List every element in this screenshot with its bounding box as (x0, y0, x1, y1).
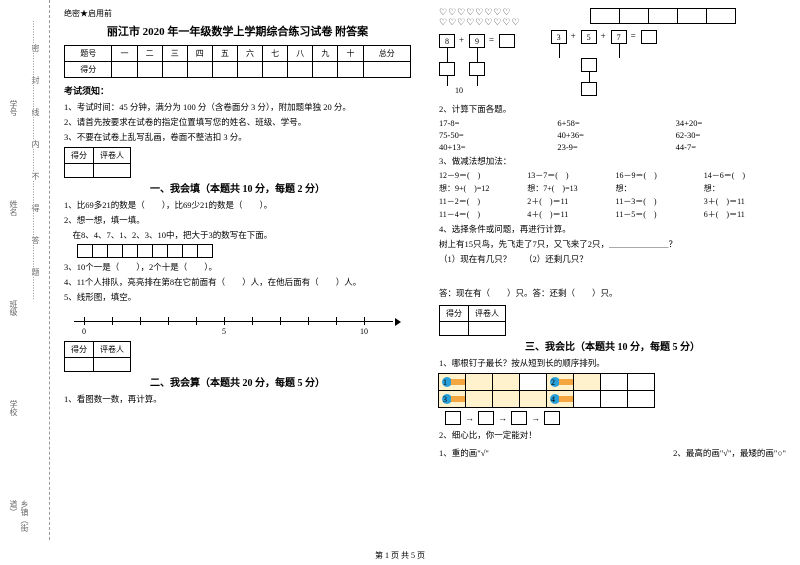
part2-title: 二、我会算（本题共 20 分，每题 5 分） (64, 374, 411, 389)
order-boxes: →→→ (445, 411, 560, 425)
q2-4: 4、选择条件或问题，再进行计算。 (439, 223, 786, 235)
calc-grid-3a: 12－9＝( )13－7＝( )16－9＝( )14－6＝( ) (439, 170, 786, 181)
field-id: 学号 (8, 100, 19, 116)
score-table: 题号一二三四五六七八九十总分 得分 (64, 45, 411, 78)
nails-figure: 1 2 3 4 →→→ (439, 373, 786, 425)
binding-margin: 乡镇（街道） 学校 班级 姓名 学号 ………密………封………线………内………不…… (0, 0, 50, 540)
long-boxes (591, 8, 736, 24)
q3-2a: 1、重的画"√" (439, 447, 489, 459)
mini-score-1: 得分评卷人 (64, 147, 131, 178)
q2-3: 3、做减法想加法： (439, 155, 786, 167)
mini-score-2: 得分评卷人 (64, 341, 131, 372)
notice-list: 1、考试时间：45 分钟，满分为 100 分（含卷面分 3 分），附加题单独 2… (64, 101, 411, 143)
q3-1: 1、哪根钉子最长？按从短到长的顺序排列。 (439, 357, 786, 369)
svg-text:4: 4 (551, 395, 555, 404)
seal-line-text: ………密………封………线………内………不………得………答………题……… (30, 20, 41, 520)
number-line: 0510 (74, 307, 401, 337)
q1-1: 1、比69多21的数是（ ），比69少21的数是（ ）。 (64, 199, 411, 211)
part3-title: 三、我会比（本题共 10 分，每题 5 分） (439, 338, 786, 353)
equation-diagram-2: 3 + 5 + 7 = (551, 26, 736, 96)
q1-2b: 在8、4、7、1、2、3、10中，把大于3的数写在下面。 (64, 229, 411, 241)
part1-title: 一、我会填（本题共 10 分，每题 2 分） (64, 180, 411, 195)
field-school: 学校 (8, 400, 19, 416)
q2-2: 2、计算下面各题。 (439, 103, 786, 115)
q1-2: 2、想一想，填一填。 (64, 214, 411, 226)
answer-line: 答：现在有（ ）只。答：还剩（ ）只。 (439, 287, 786, 299)
q3-2b: 2、最高的画"√"，最矮的画"○" (673, 447, 786, 459)
q2-4b: （1）现在有几只？ （2）还剩几只？ (439, 253, 786, 265)
right-column: ♡♡♡♡♡♡♡♡♡♡♡♡♡♡♡♡♡ 8 + 9 = 10 (425, 0, 800, 540)
q1-3: 3、10个一是（ ），2个十是（ ）。 (64, 261, 411, 273)
calc-grid-3c: 11－2＝( )2＋( )＝1111－3＝( )3＋( )＝11 (439, 196, 786, 207)
field-class: 班级 (8, 300, 19, 316)
svg-text:1: 1 (443, 378, 447, 387)
notice-heading: 考试须知： (64, 84, 411, 97)
svg-text:2: 2 (551, 378, 555, 387)
mini-score-label: 得分 (65, 148, 94, 164)
secret-tag: 绝密★启用前 (64, 8, 411, 19)
svg-text:3: 3 (443, 395, 447, 404)
mini-score-3: 得分评卷人 (439, 305, 506, 336)
q2-4a: 树上有15只鸟，先飞走了7只，又飞来了2只，＿＿＿＿＿＿＿？ (439, 238, 786, 250)
hearts-icon: ♡♡♡♡♡♡♡♡♡♡♡♡♡♡♡♡♡ (439, 8, 521, 28)
q1-5: 5、线形图，填空。 (64, 291, 411, 303)
q1-4: 4、11个人排队，亮亮排在第8在它前面有（ ）人，在他后面有（ ）人。 (64, 276, 411, 288)
calc-grid-3b: 想：9+( )=12想：7+( )=13想：想： (439, 183, 786, 194)
q2-1: 1、看图数一数，再计算。 (64, 393, 411, 405)
mini-grader-label: 评卷人 (94, 148, 131, 164)
calc-grid-3d: 11－4＝( )4＋( )＝1111－5＝( )6＋( )＝11 (439, 209, 786, 220)
q3-2: 2、细心比，你一定能对！ (439, 429, 786, 441)
exam-title: 丽江市 2020 年一年级数学上学期综合练习试卷 附答案 (64, 23, 411, 39)
field-township: 乡镇（街道） (8, 500, 30, 540)
calc-grid-2: 17-8=6+58=34+20=75-50=40+36=62-30=40+13=… (439, 118, 786, 152)
page-footer: 第 1 页 共 5 页 (0, 550, 800, 561)
answer-boxes (78, 244, 411, 258)
left-column: 绝密★启用前 丽江市 2020 年一年级数学上学期综合练习试卷 附答案 题号一二… (50, 0, 425, 540)
equation-diagram-1: 8 + 9 = 10 (439, 30, 521, 100)
field-name: 姓名 (8, 200, 19, 216)
